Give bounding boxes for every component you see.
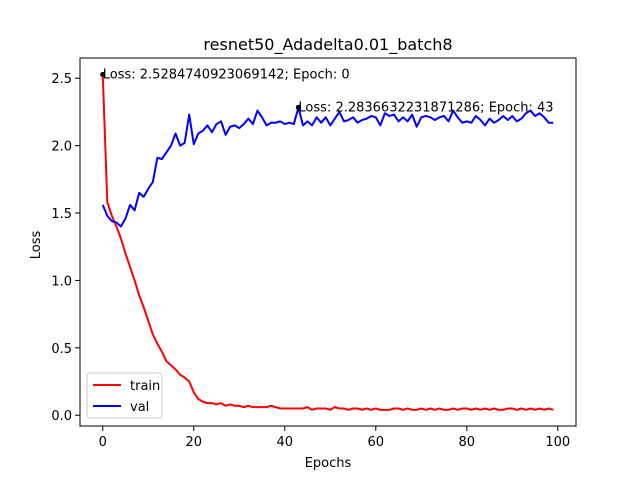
y-tick-label: 0.0 [51,409,72,424]
y-tick-label: 2.5 [51,72,72,87]
plot-area: Loss: 2.5284740923069142; Epoch: 0 Loss: … [51,58,576,450]
annotation-label-1: Loss: 2.2836632231871286; Epoch: 43 [298,100,553,115]
x-tick-label: 80 [459,435,476,450]
x-tick-label: 20 [185,435,202,450]
chart-title: resnet50_Adadelta0.01_batch8 [203,35,452,55]
y-axis-label: Loss [29,231,44,260]
annotation-label-0: Loss: 2.5284740923069142; Epoch: 0 [103,67,350,82]
legend-label-val: val [130,400,149,415]
legend-label-train: train [130,379,160,394]
y-tick-label: 0.5 [51,342,72,357]
x-tick-label: 40 [276,435,293,450]
series-line-val [103,107,554,226]
x-axis-label: Epochs [305,456,352,471]
y-tick-label: 1.5 [51,207,72,222]
x-tick-label: 100 [545,435,570,450]
y-tick-label: 2.0 [51,140,72,155]
x-tick-label: 60 [368,435,385,450]
y-tick-label: 1.0 [51,274,72,289]
x-tick-label: 0 [99,435,107,450]
